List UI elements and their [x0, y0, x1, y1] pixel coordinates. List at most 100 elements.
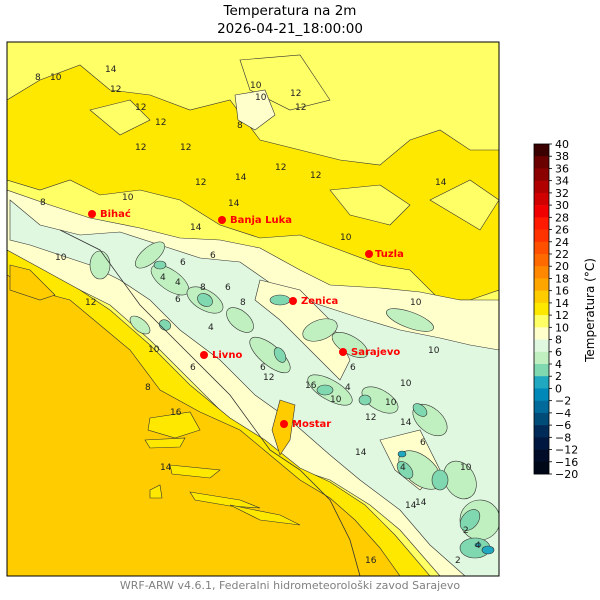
colorbar-tick-label: 26 — [555, 224, 569, 237]
colorbar-tick-label: −4 — [555, 407, 571, 420]
colorbar-tick-label: −16 — [555, 456, 578, 469]
band-0-2-patch — [481, 545, 495, 555]
contour-label: 12 — [295, 103, 306, 113]
colorbar-tick-label: 22 — [555, 248, 569, 261]
contour-label: 12 — [275, 163, 286, 173]
contour-label: 12 — [263, 373, 274, 383]
contour-label: 10 — [460, 463, 472, 473]
band-4-6-patch — [134, 241, 166, 269]
island — [169, 464, 221, 479]
colorbar-tick-label: 36 — [555, 162, 569, 175]
city-marker — [289, 297, 297, 305]
contour-label: 12 — [290, 89, 301, 99]
contour-label: 10 — [428, 346, 440, 356]
contour-label: 6 — [260, 363, 266, 373]
contour-label: 8 — [40, 198, 46, 208]
contour-label: 4 — [400, 463, 406, 473]
city-label: Tuzla — [375, 249, 404, 260]
contour-label: 10 — [340, 233, 352, 243]
colorbar-tick-label: −2 — [555, 395, 571, 408]
island — [144, 437, 186, 449]
contour-label: 8 — [240, 298, 246, 308]
colorbar-segment — [534, 241, 549, 255]
city-marker — [365, 250, 373, 258]
colorbar-segment — [534, 327, 549, 340]
contour-label: 16 — [170, 408, 182, 418]
contour-label: 6 — [350, 363, 356, 373]
band-2-4-patch — [269, 294, 291, 306]
contour-label: 10 — [330, 395, 342, 405]
band-2-4-patch — [459, 509, 481, 531]
city-marker — [88, 210, 96, 218]
city-label: Zenica — [301, 296, 338, 307]
contour-label: 4 — [475, 541, 481, 551]
band-2-4-patch — [153, 260, 167, 270]
colorbar-tick-label: −12 — [555, 444, 578, 457]
colorbar-tick-label: 24 — [555, 236, 569, 249]
band-8-10-patch — [234, 89, 276, 131]
city-label: Livno — [212, 350, 242, 361]
band-4-6-patch — [386, 308, 434, 332]
contour-label: 12 — [135, 103, 146, 113]
colorbar-tick-label: 34 — [555, 175, 569, 188]
band-6-8 — [9, 199, 499, 576]
footer-credit: WRF-ARW v4.6.1, Federalni hidrometeorolo… — [119, 579, 461, 592]
contour-label: 6 — [180, 258, 186, 268]
contour-label: 8 — [237, 121, 243, 131]
colorbar-segment — [534, 364, 549, 377]
contour-label: 6 — [190, 363, 196, 373]
contour-label: 10 — [250, 81, 262, 91]
contour-label: 6 — [210, 251, 216, 261]
colorbar: 4038363432302826242220181614121086420−2−… — [533, 138, 578, 481]
colorbar-segment — [534, 266, 549, 279]
contour-label: 10 — [255, 93, 267, 103]
colorbar-tick-label: −6 — [555, 419, 571, 432]
contour-label: 14 — [435, 178, 447, 188]
colorbar-tick-label: 10 — [555, 321, 569, 334]
band-14-16-sea — [7, 274, 401, 576]
colorbar-tick-label: 18 — [555, 272, 569, 285]
band-10-12-patch — [89, 54, 499, 231]
map-timestamp: 2026-04-21_18:00:00 — [217, 21, 363, 37]
colorbar-segment — [534, 425, 549, 438]
colorbar-segment — [534, 400, 549, 414]
contour-label: 12 — [110, 85, 121, 95]
colorbar-segment — [534, 168, 549, 181]
band-4-6-patch — [249, 336, 291, 374]
city-label: Sarajevo — [351, 347, 400, 358]
band-2-4-patch — [358, 394, 372, 406]
colorbar-segment — [534, 180, 549, 194]
colorbar-segment — [534, 449, 549, 463]
contour-label: 10 — [400, 379, 412, 389]
contour-label: 2 — [455, 556, 461, 566]
city-label: Bihać — [100, 208, 131, 220]
colorbar-tick-label: 14 — [555, 297, 569, 310]
colorbar-segment — [534, 278, 549, 291]
colorbar-segment — [534, 229, 549, 243]
colorbar-segment — [534, 302, 549, 316]
colorbar-tick-label: 8 — [555, 334, 562, 347]
colorbar-segment — [534, 388, 549, 401]
contour-label: 16 — [305, 381, 317, 391]
colorbar-segment — [534, 156, 549, 169]
band-0-2-patch — [474, 542, 482, 548]
contour-label: 14 — [405, 501, 417, 511]
colorbar-segment — [534, 412, 549, 426]
colorbar-tick-label: 30 — [555, 199, 569, 212]
contour-label: 14 — [160, 463, 172, 473]
band-4-6-patch — [302, 318, 338, 342]
band-2-4-patch — [273, 347, 287, 363]
band-2-4-patch — [197, 293, 213, 307]
island — [149, 484, 163, 499]
contour-label: 4 — [208, 323, 214, 333]
band-4-6-patch — [361, 386, 399, 414]
colorbar-label: Temperatura (°C) — [583, 258, 597, 362]
band-2-4-patch — [316, 384, 334, 396]
band-0-2-patch — [397, 450, 407, 458]
contour-label: 4 — [175, 278, 181, 288]
border-line — [59, 229, 361, 576]
colorbar-tick-label: 0 — [555, 382, 562, 395]
contour-label: 10 — [122, 193, 134, 203]
colorbar-tick-label: 32 — [555, 187, 569, 200]
